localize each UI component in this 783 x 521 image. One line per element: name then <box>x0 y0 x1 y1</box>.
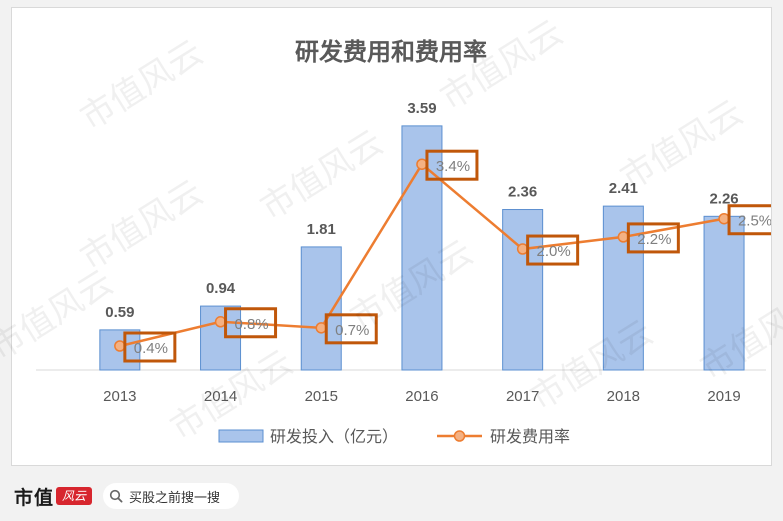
rate-highlight-box <box>123 331 177 363</box>
rate-value-label: 2.5% <box>738 213 771 230</box>
bar-2019 <box>703 215 745 371</box>
bar-value-label: 3.59 <box>407 100 436 117</box>
rate-value-label: 0.8% <box>234 316 268 333</box>
chart-title: 研发费用和费用率 <box>295 38 487 66</box>
bar-value-label: 0.94 <box>206 280 236 297</box>
brand-name: 市值 <box>14 487 55 509</box>
legend-line-label: 研发费用率 <box>490 428 570 446</box>
bar-2016 <box>401 125 443 371</box>
chart: 研发费用和费用率 0.59 2013 0.94 2014 1.81 2015 3.59 2016… <box>36 38 771 446</box>
x-tick-label: 2019 <box>707 388 740 405</box>
bar-2017 <box>502 209 544 371</box>
brand[interactable]: 市值 风云 <box>14 484 93 509</box>
rate-value-label: 0.4% <box>134 340 168 357</box>
brand-logo: 风云 <box>56 487 93 505</box>
rate-value-label: 2.0% <box>537 243 571 260</box>
rate-value-label: 2.2% <box>637 231 671 248</box>
bar-value-label: 2.41 <box>609 180 638 197</box>
bar-value-label: 2.36 <box>508 184 537 201</box>
bar-value-label: 1.81 <box>307 221 336 238</box>
x-tick-label: 2013 <box>103 388 136 405</box>
rate-point-2013 <box>114 340 126 352</box>
rate-highlight-box <box>425 149 479 181</box>
rate-value-label: 3.4% <box>436 158 470 175</box>
search-icon <box>103 483 129 509</box>
x-tick-label: 2018 <box>607 388 640 405</box>
footer: 市值 风云 买股之前搜一搜 <box>0 472 783 521</box>
rate-highlight-box <box>324 313 378 345</box>
legend-bar-swatch <box>218 429 264 443</box>
x-tick-label: 2014 <box>204 388 237 405</box>
legend-line-marker <box>453 430 466 442</box>
rate-highlight-box <box>526 234 580 266</box>
search-text: 买股之前搜一搜 <box>129 489 221 505</box>
x-tick-label: 2017 <box>506 388 539 405</box>
x-tick-label: 2015 <box>305 388 338 405</box>
bar-value-label: 2.26 <box>709 190 738 207</box>
legend-bar-label: 研发投入（亿元） <box>270 428 398 446</box>
rate-highlight-box <box>626 222 680 254</box>
rate-value-label: 0.7% <box>335 322 369 339</box>
bar-value-label: 0.59 <box>105 304 134 321</box>
rate-highlight-box <box>727 204 771 236</box>
rate-highlight-box <box>224 307 278 339</box>
search-box[interactable]: 买股之前搜一搜 <box>103 483 239 509</box>
bar-2015 <box>300 246 342 371</box>
x-tick-label: 2016 <box>405 388 438 405</box>
chart-card: 研发费用和费用率 0.59 2013 0.94 2014 1.81 2015 3.59 2016… <box>0 7 783 466</box>
